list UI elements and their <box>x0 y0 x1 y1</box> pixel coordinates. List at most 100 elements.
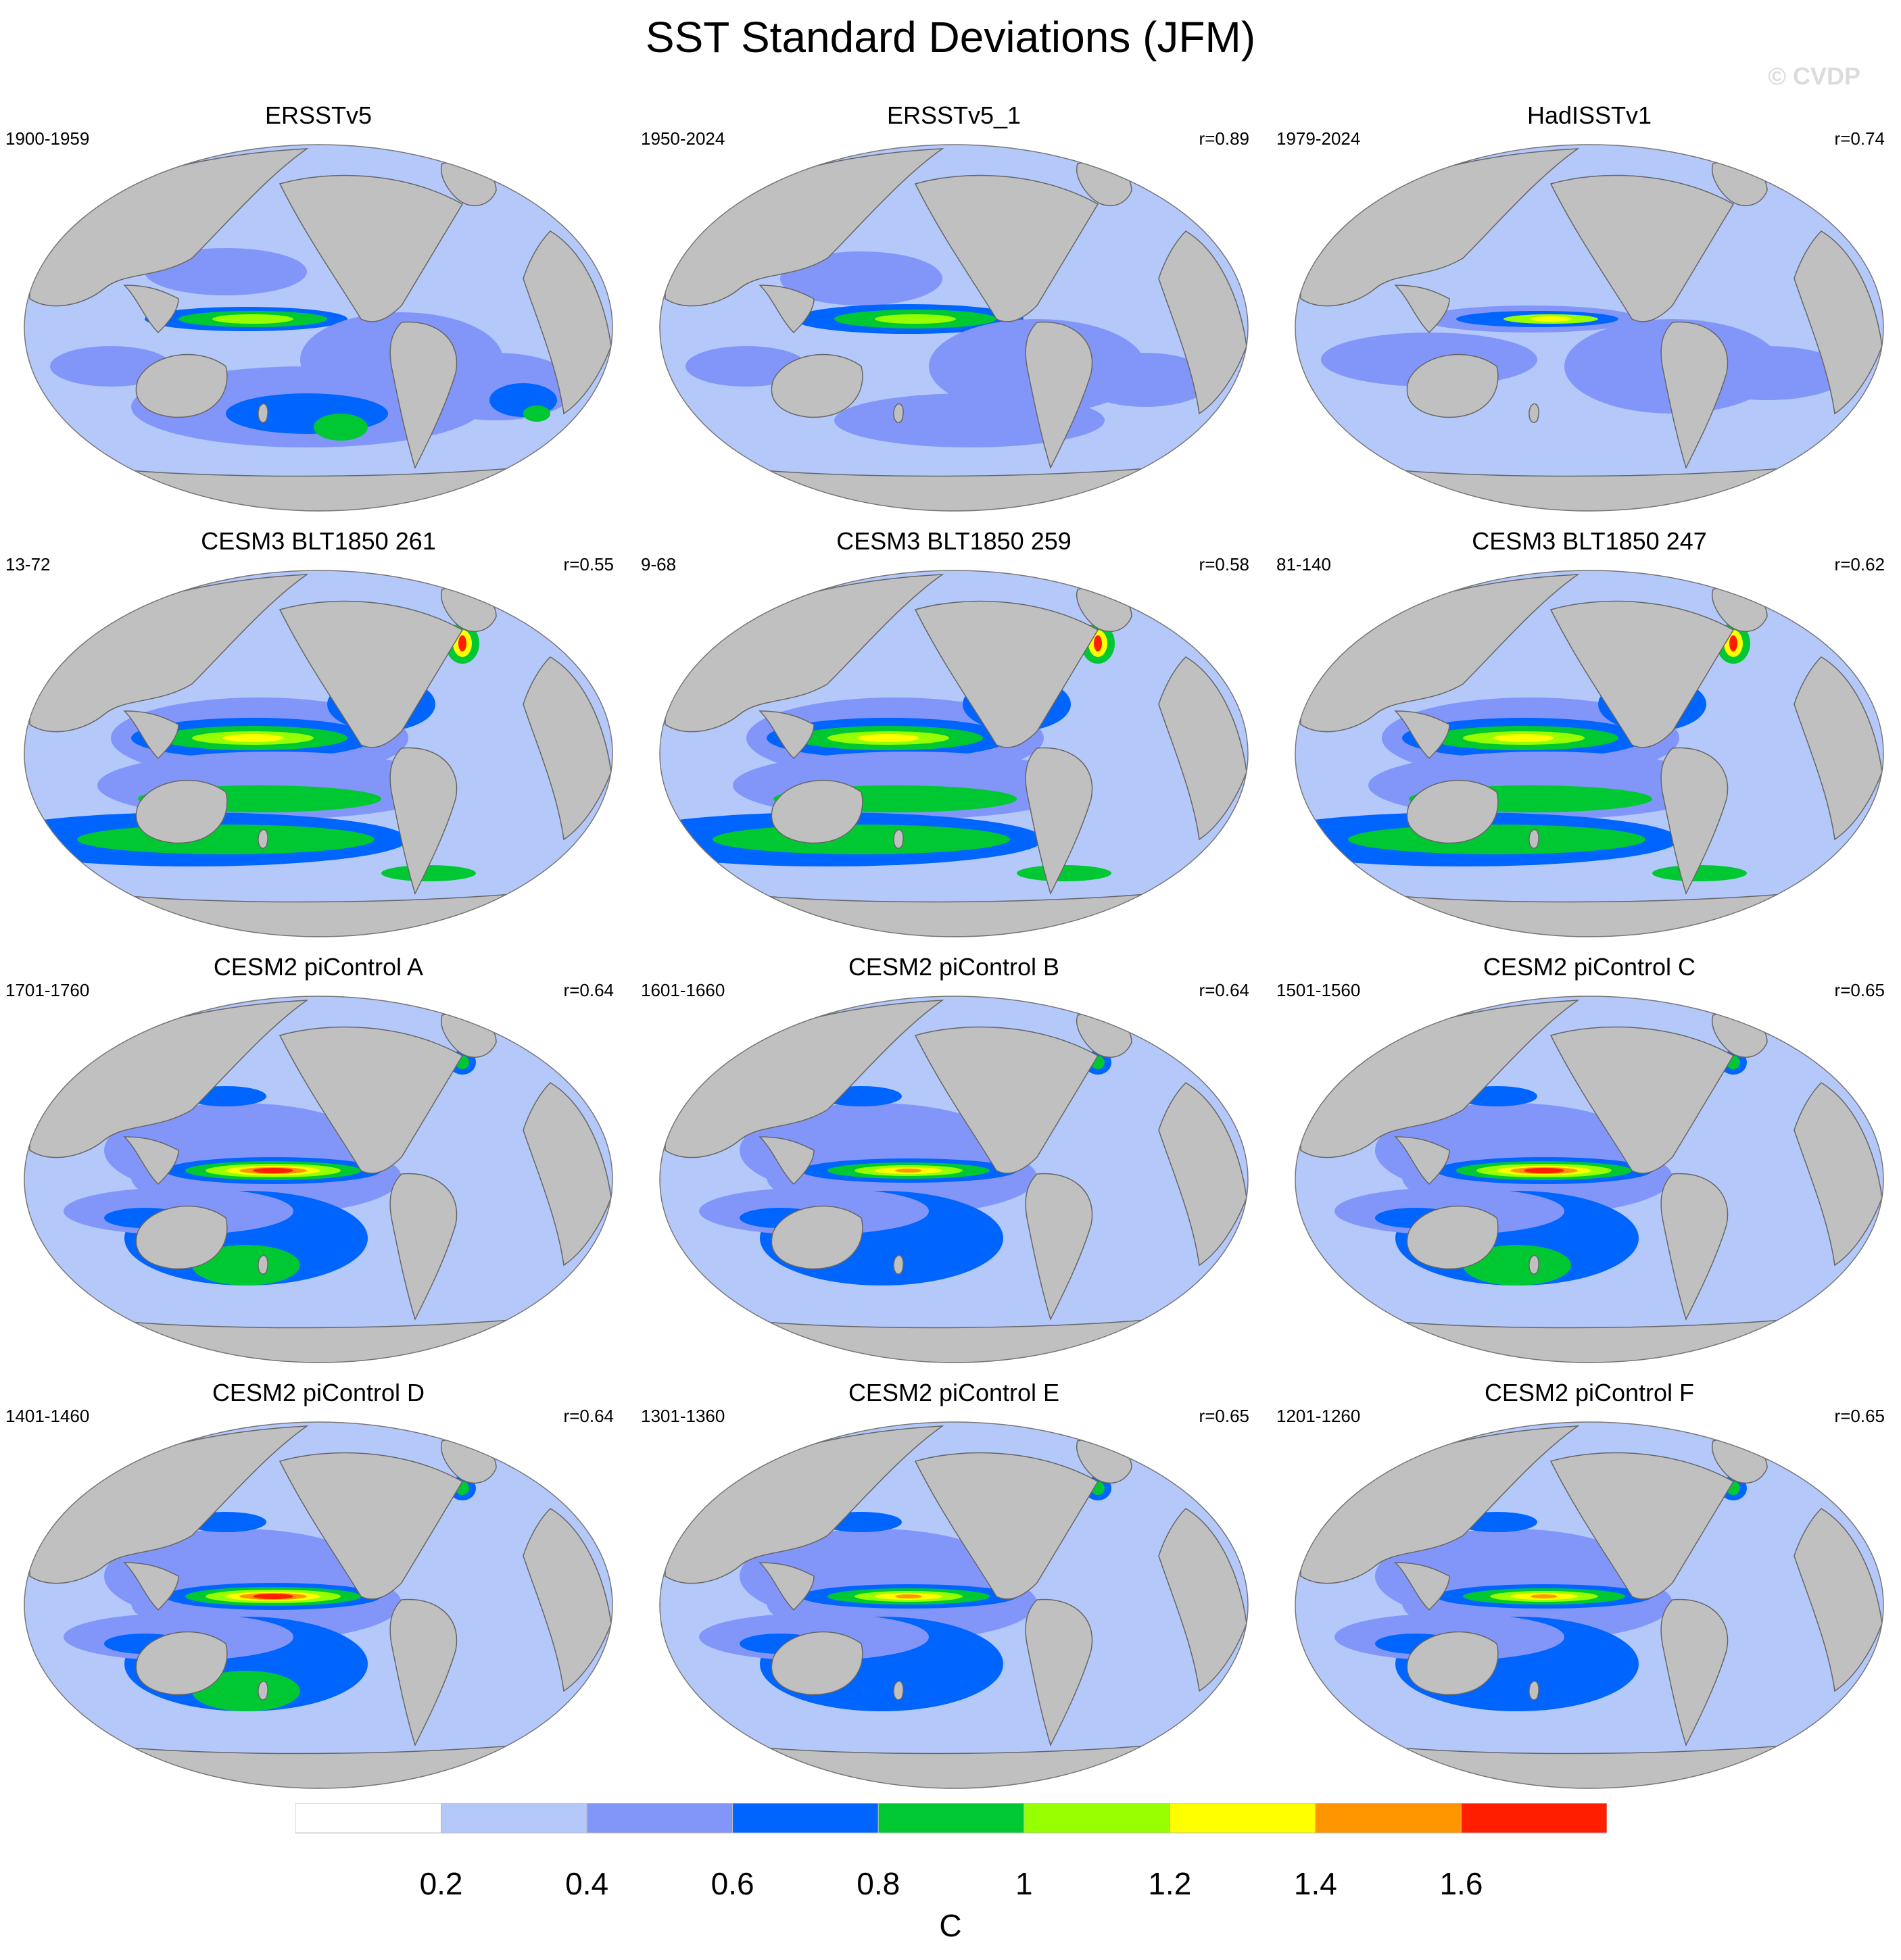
map-panel: CESM2 piControl A 1701-1760 r=0.64 <box>4 953 633 1365</box>
panel-years: 1301-1360 <box>641 1406 725 1426</box>
land-southeast-asia <box>1394 1562 1450 1611</box>
land-australia <box>771 779 863 844</box>
land-north-america <box>1549 1452 1735 1600</box>
panel-title: CESM2 piControl B <box>848 953 1060 981</box>
land-southeast-asia <box>759 285 815 334</box>
panel-title: CESM2 piControl D <box>212 1379 425 1406</box>
sst-anomaly-contour <box>1463 1245 1571 1285</box>
map-panel: CESM2 piControl D 1401-1460 r=0.64 <box>4 1379 633 1791</box>
panel-correlation: r=0.55 <box>563 554 614 574</box>
cvdp-watermark: © CVDP <box>1768 62 1860 90</box>
land-south-america <box>389 747 458 896</box>
sst-map <box>659 570 1249 937</box>
land-south-america <box>389 1173 458 1321</box>
panel-correlation: r=0.65 <box>1834 980 1885 1000</box>
sst-anomaly-contour <box>1348 825 1645 854</box>
land-new-zealand <box>1529 1254 1539 1275</box>
land-new-zealand <box>1529 1680 1539 1700</box>
land-australia <box>771 353 863 418</box>
map-border <box>659 570 1249 937</box>
land-north-america <box>914 600 1099 748</box>
land-australia <box>771 1205 863 1270</box>
map-panel: HadISSTv1 1979-2024 r=0.74 <box>1275 101 1901 514</box>
panel-years: 1950-2024 <box>641 128 725 149</box>
colorbar-tick-label: 1 <box>1015 1866 1033 1901</box>
panel-title: CESM2 piControl A <box>213 953 424 981</box>
colorbar-swatch <box>732 1803 879 1834</box>
map-panel: ERSSTv5_1 1950-2024 r=0.89 <box>640 101 1268 514</box>
map-panel: CESM3 BLT1850 261 13-72 r=0.55 <box>4 527 633 939</box>
panel-years: 81-140 <box>1276 554 1331 574</box>
sst-anomaly-contour <box>713 825 1010 854</box>
colorbar-tick-label: 0.2 <box>419 1866 463 1901</box>
panel-correlation: r=0.64 <box>563 980 614 1000</box>
map-border <box>24 996 613 1363</box>
land-north-america <box>1549 174 1735 322</box>
colorbar-swatch <box>1315 1803 1462 1834</box>
sst-anomaly-contour <box>895 1169 922 1173</box>
panel-correlation: r=0.65 <box>1199 1406 1249 1426</box>
land-africa-europe <box>1158 1082 1247 1267</box>
colorbar-tick-label: 0.4 <box>565 1866 609 1901</box>
colorbar-swatch <box>295 1803 442 1834</box>
sst-anomaly-contour <box>858 734 919 742</box>
panel-title: CESM3 BLT1850 261 <box>201 527 436 555</box>
panel-years: 13-72 <box>5 554 51 574</box>
map-border <box>659 996 1249 1363</box>
sst-map <box>659 1421 1249 1789</box>
figure-title: SST Standard Deviations (JFM) <box>645 13 1256 62</box>
sst-anomaly-contour <box>77 825 375 854</box>
land-new-zealand <box>893 403 904 423</box>
land-south-america <box>1660 321 1729 470</box>
land-new-zealand <box>893 1254 904 1275</box>
sst-anomaly-contour <box>1094 635 1102 652</box>
map-border <box>24 144 613 512</box>
panel-years: 1979-2024 <box>1276 128 1361 149</box>
land-africa-europe <box>1794 656 1883 841</box>
land-north-america <box>279 1452 464 1600</box>
colorbar-swatch <box>441 1803 587 1834</box>
land-southeast-asia <box>1394 710 1450 760</box>
panel-title: CESM3 BLT1850 247 <box>1472 527 1707 555</box>
map-border <box>1295 570 1884 937</box>
sst-anomaly-contour <box>895 1594 922 1598</box>
map-border <box>659 144 1249 512</box>
land-south-america <box>1025 747 1093 896</box>
land-australia <box>135 1631 228 1696</box>
sst-map <box>1295 570 1884 937</box>
map-panel: CESM2 piControl E 1301-1360 r=0.65 <box>640 1379 1268 1791</box>
land-north-america <box>279 600 464 748</box>
land-australia <box>771 1631 863 1696</box>
land-australia <box>135 779 228 844</box>
sst-map <box>24 144 613 512</box>
land-new-zealand <box>258 1680 268 1700</box>
panel-years: 1900-1959 <box>5 128 90 149</box>
sst-map <box>659 996 1249 1363</box>
panel-title: CESM2 piControl C <box>1483 953 1696 981</box>
sst-anomaly-contour <box>1524 1168 1564 1173</box>
land-southeast-asia <box>759 1562 815 1611</box>
colorbar-tick-label: 0.6 <box>711 1866 754 1901</box>
panel-years: 1501-1560 <box>1276 980 1361 1000</box>
land-australia <box>135 353 228 418</box>
map-border <box>24 570 613 937</box>
land-north-america <box>914 174 1099 322</box>
land-southeast-asia <box>759 710 815 760</box>
land-australia <box>1406 779 1499 844</box>
land-south-america <box>1660 747 1729 896</box>
land-southeast-asia <box>1394 1136 1450 1185</box>
land-south-america <box>1025 1598 1093 1747</box>
map-panel: CESM2 piControl F 1201-1260 r=0.65 <box>1275 1379 1901 1791</box>
sst-anomaly-contour <box>1017 865 1111 881</box>
land-new-zealand <box>893 829 904 849</box>
colorbar-swatch <box>877 1803 1025 1834</box>
panel-correlation: r=0.64 <box>563 1406 614 1426</box>
land-new-zealand <box>258 1254 268 1275</box>
sst-anomaly-contour <box>1531 1594 1558 1598</box>
sst-anomaly-contour <box>253 1168 293 1173</box>
land-africa-europe <box>1158 230 1247 415</box>
map-border <box>24 1421 613 1789</box>
panel-years: 1601-1660 <box>641 980 725 1000</box>
land-africa-europe <box>1794 1082 1883 1267</box>
colorbar-tick-label: 0.8 <box>857 1866 900 1901</box>
